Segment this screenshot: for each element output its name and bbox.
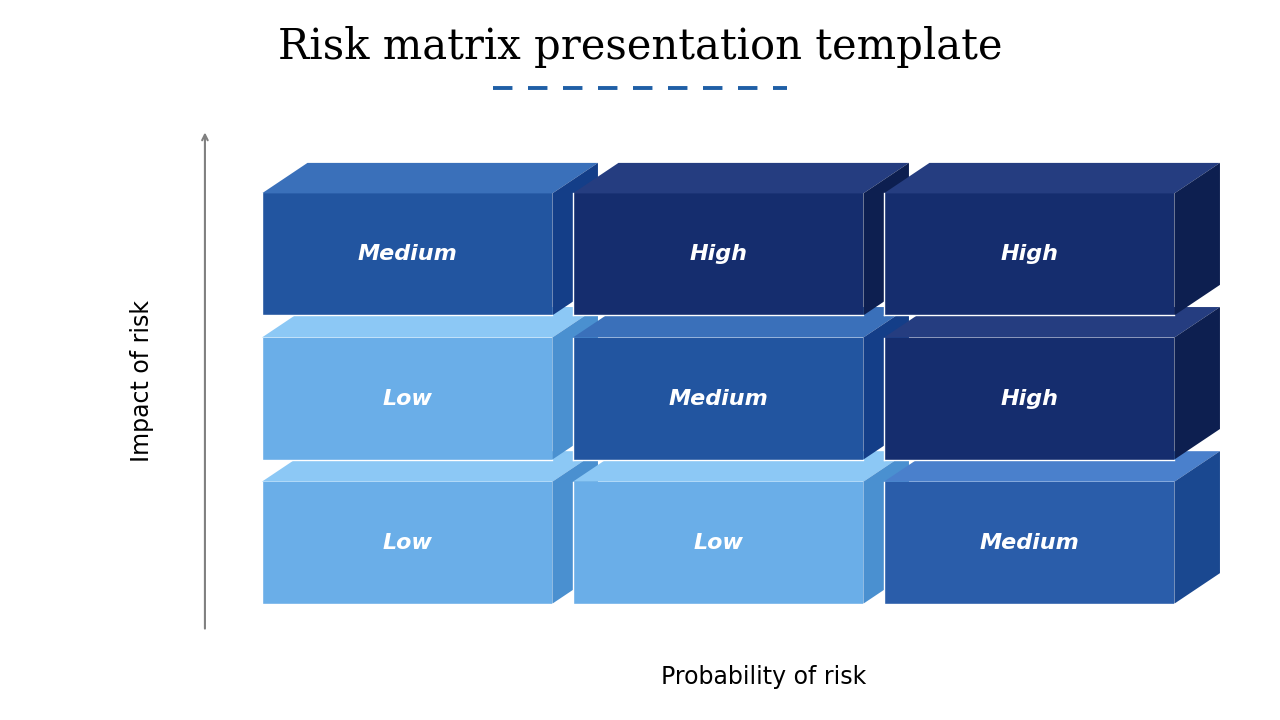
Polygon shape [262, 194, 553, 315]
Polygon shape [884, 307, 1220, 338]
Text: Medium: Medium [668, 389, 768, 408]
Polygon shape [1174, 451, 1220, 603]
Polygon shape [573, 163, 909, 194]
Polygon shape [884, 163, 1220, 194]
Polygon shape [1174, 163, 1220, 315]
Text: High: High [1000, 244, 1059, 264]
Text: High: High [1000, 389, 1059, 408]
Text: Impact of risk: Impact of risk [131, 300, 155, 462]
Text: Medium: Medium [357, 244, 457, 264]
Polygon shape [573, 338, 864, 459]
Text: Medium: Medium [979, 533, 1079, 553]
Text: Risk matrix presentation template: Risk matrix presentation template [278, 26, 1002, 68]
Polygon shape [262, 307, 598, 338]
Text: Probability of risk: Probability of risk [660, 665, 867, 688]
Polygon shape [884, 451, 1220, 482]
Polygon shape [553, 163, 598, 315]
Polygon shape [1174, 307, 1220, 459]
Polygon shape [864, 163, 909, 315]
Polygon shape [884, 482, 1174, 603]
Polygon shape [553, 451, 598, 603]
Polygon shape [573, 451, 909, 482]
Text: Low: Low [383, 533, 433, 553]
Polygon shape [864, 307, 909, 459]
Polygon shape [573, 194, 864, 315]
Polygon shape [262, 163, 598, 194]
Polygon shape [884, 338, 1174, 459]
Polygon shape [884, 194, 1174, 315]
Text: Low: Low [383, 389, 433, 408]
Polygon shape [262, 482, 553, 603]
Polygon shape [573, 482, 864, 603]
Polygon shape [262, 338, 553, 459]
Polygon shape [553, 307, 598, 459]
Polygon shape [573, 307, 909, 338]
Polygon shape [864, 451, 909, 603]
Text: High: High [689, 244, 748, 264]
Polygon shape [262, 451, 598, 482]
Text: Low: Low [694, 533, 744, 553]
